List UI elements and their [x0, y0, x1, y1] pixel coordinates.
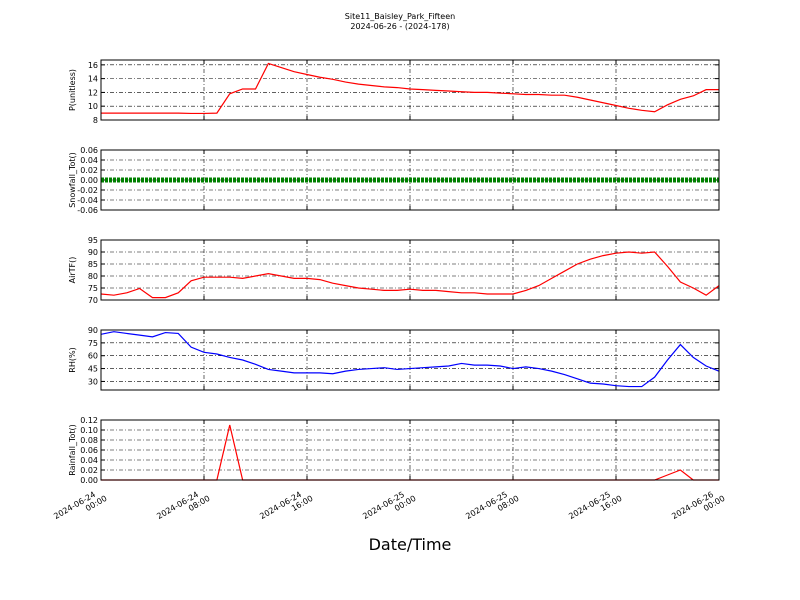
y-tick-label: 30 — [88, 377, 98, 386]
y-tick-label: -0.04 — [77, 196, 98, 205]
y-tick-label: 12 — [88, 88, 98, 97]
y-tick-label: 70 — [88, 296, 98, 305]
y-axis-label: P(unitless) — [68, 69, 77, 111]
y-tick-label: 0.04 — [80, 156, 98, 165]
y-tick-label: 0.12 — [80, 416, 98, 425]
y-tick-label: 80 — [88, 272, 98, 281]
plot-frame — [100, 149, 720, 211]
y-tick-label: 0.02 — [80, 166, 98, 175]
data-line — [100, 331, 720, 388]
y-tick-label: 10 — [88, 102, 98, 111]
y-tick-label: 0.06 — [80, 446, 98, 455]
y-tick-label: 90 — [88, 326, 98, 335]
y-tick-label: 85 — [88, 260, 98, 269]
data-line — [100, 251, 720, 299]
plot-frame — [100, 239, 720, 301]
y-axis-label: RH(%) — [68, 347, 77, 372]
y-tick-label: 14 — [88, 75, 98, 84]
y-tick-label: 0.00 — [80, 176, 98, 185]
y-tick-label: 16 — [88, 61, 98, 70]
y-tick-label: -0.06 — [77, 206, 98, 215]
y-tick-label: 95 — [88, 236, 98, 245]
plot-frame — [100, 419, 720, 481]
y-tick-label: 0.00 — [80, 476, 98, 485]
y-axis-label: Snowfall_Tot() — [68, 152, 77, 208]
data-line — [101, 62, 719, 115]
subtitle: 2024-06-26 - (2024-178) — [350, 22, 449, 31]
y-axis-label: Rainfall_Tot() — [68, 424, 77, 476]
y-tick-label: 0.06 — [80, 146, 98, 155]
x-axis-label: Date/Time — [369, 535, 452, 554]
plot-frame — [100, 59, 720, 121]
y-tick-label: 0.08 — [80, 436, 98, 445]
y-tick-label: 90 — [88, 248, 98, 257]
title: Site11_Baisley_Park_Fifteen — [345, 12, 455, 21]
y-tick-label: 0.10 — [80, 426, 98, 435]
y-tick-label: 75 — [88, 339, 98, 348]
plot-frame — [100, 329, 720, 391]
y-tick-label: 60 — [88, 352, 98, 361]
y-axis-label: AirTF() — [68, 257, 77, 284]
y-tick-label: 0.02 — [80, 466, 98, 475]
y-tick-label: 75 — [88, 284, 98, 293]
y-tick-label: 0.04 — [80, 456, 98, 465]
y-tick-label: 45 — [88, 365, 98, 374]
y-tick-label: 8 — [93, 116, 98, 125]
y-tick-label: -0.02 — [77, 186, 98, 195]
